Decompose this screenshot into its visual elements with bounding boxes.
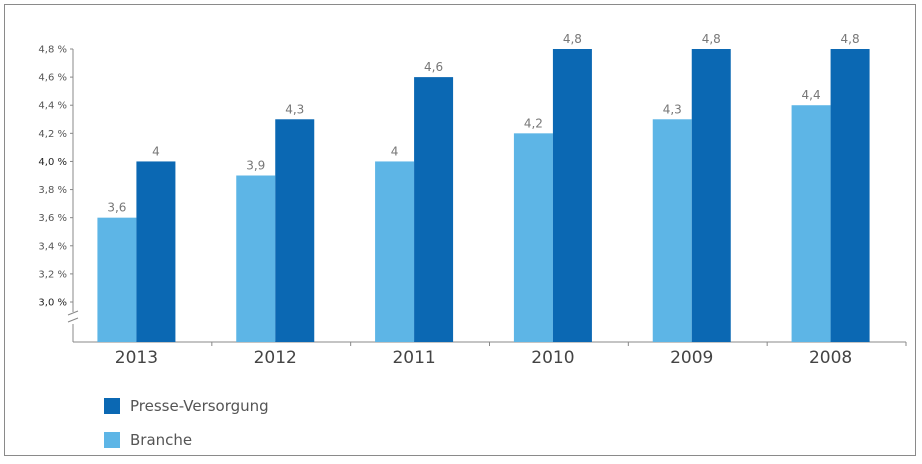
data-label: 3,6 — [107, 201, 126, 215]
legend: Presse-Versorgung Branche — [104, 396, 269, 464]
legend-item-presse-versorgung: Presse-Versorgung — [104, 396, 269, 416]
axis-break-mark — [67, 317, 79, 323]
x-tick-label: 2011 — [392, 348, 435, 368]
data-label: 4 — [152, 144, 160, 158]
bar — [552, 49, 592, 342]
legend-label-presse-versorgung: Presse-Versorgung — [130, 397, 269, 415]
data-label: 4 — [391, 144, 399, 158]
bar — [513, 133, 553, 342]
legend-swatch-presse-versorgung — [104, 398, 120, 414]
bar — [375, 161, 415, 342]
x-tick-label: 2010 — [531, 348, 574, 368]
legend-label-branche: Branche — [130, 431, 193, 449]
y-tick-label: 4,2 % — [38, 129, 67, 140]
bar — [414, 77, 454, 342]
data-label: 4,3 — [285, 102, 304, 116]
y-tick-label: 4,0 % — [38, 157, 67, 168]
data-label: 4,2 — [524, 116, 543, 130]
x-tick-label: 2009 — [670, 348, 713, 368]
bar — [275, 119, 315, 343]
x-tick-label: 2012 — [254, 348, 297, 368]
x-tick-label: 2008 — [809, 348, 852, 368]
y-tick-label: 3,0 % — [38, 298, 67, 309]
y-tick-label: 3,2 % — [38, 269, 67, 280]
data-label: 4,4 — [802, 88, 821, 102]
y-tick-label: 3,8 % — [38, 185, 67, 196]
y-tick-label: 4,4 % — [38, 101, 67, 112]
bar — [652, 119, 692, 343]
data-label: 4,8 — [841, 32, 860, 46]
data-label: 3,9 — [246, 159, 265, 173]
bar — [97, 217, 137, 342]
y-tick-label: 4,8 % — [38, 45, 67, 56]
bar — [830, 49, 870, 342]
bar — [691, 49, 731, 342]
data-label: 4,3 — [663, 102, 682, 116]
x-tick-label: 2013 — [115, 348, 158, 368]
legend-item-branche: Branche — [104, 430, 269, 450]
y-tick-label: 4,6 % — [38, 73, 67, 84]
bar — [236, 175, 276, 342]
axis-break-mark — [67, 310, 79, 316]
bar — [791, 105, 831, 342]
data-label: 4,8 — [563, 32, 582, 46]
data-label: 4,6 — [424, 60, 443, 74]
y-tick-label: 3,4 % — [38, 241, 67, 252]
legend-swatch-branche — [104, 432, 120, 448]
data-label: 4,8 — [702, 32, 721, 46]
y-tick-label: 3,6 % — [38, 213, 67, 224]
bar — [136, 161, 176, 342]
